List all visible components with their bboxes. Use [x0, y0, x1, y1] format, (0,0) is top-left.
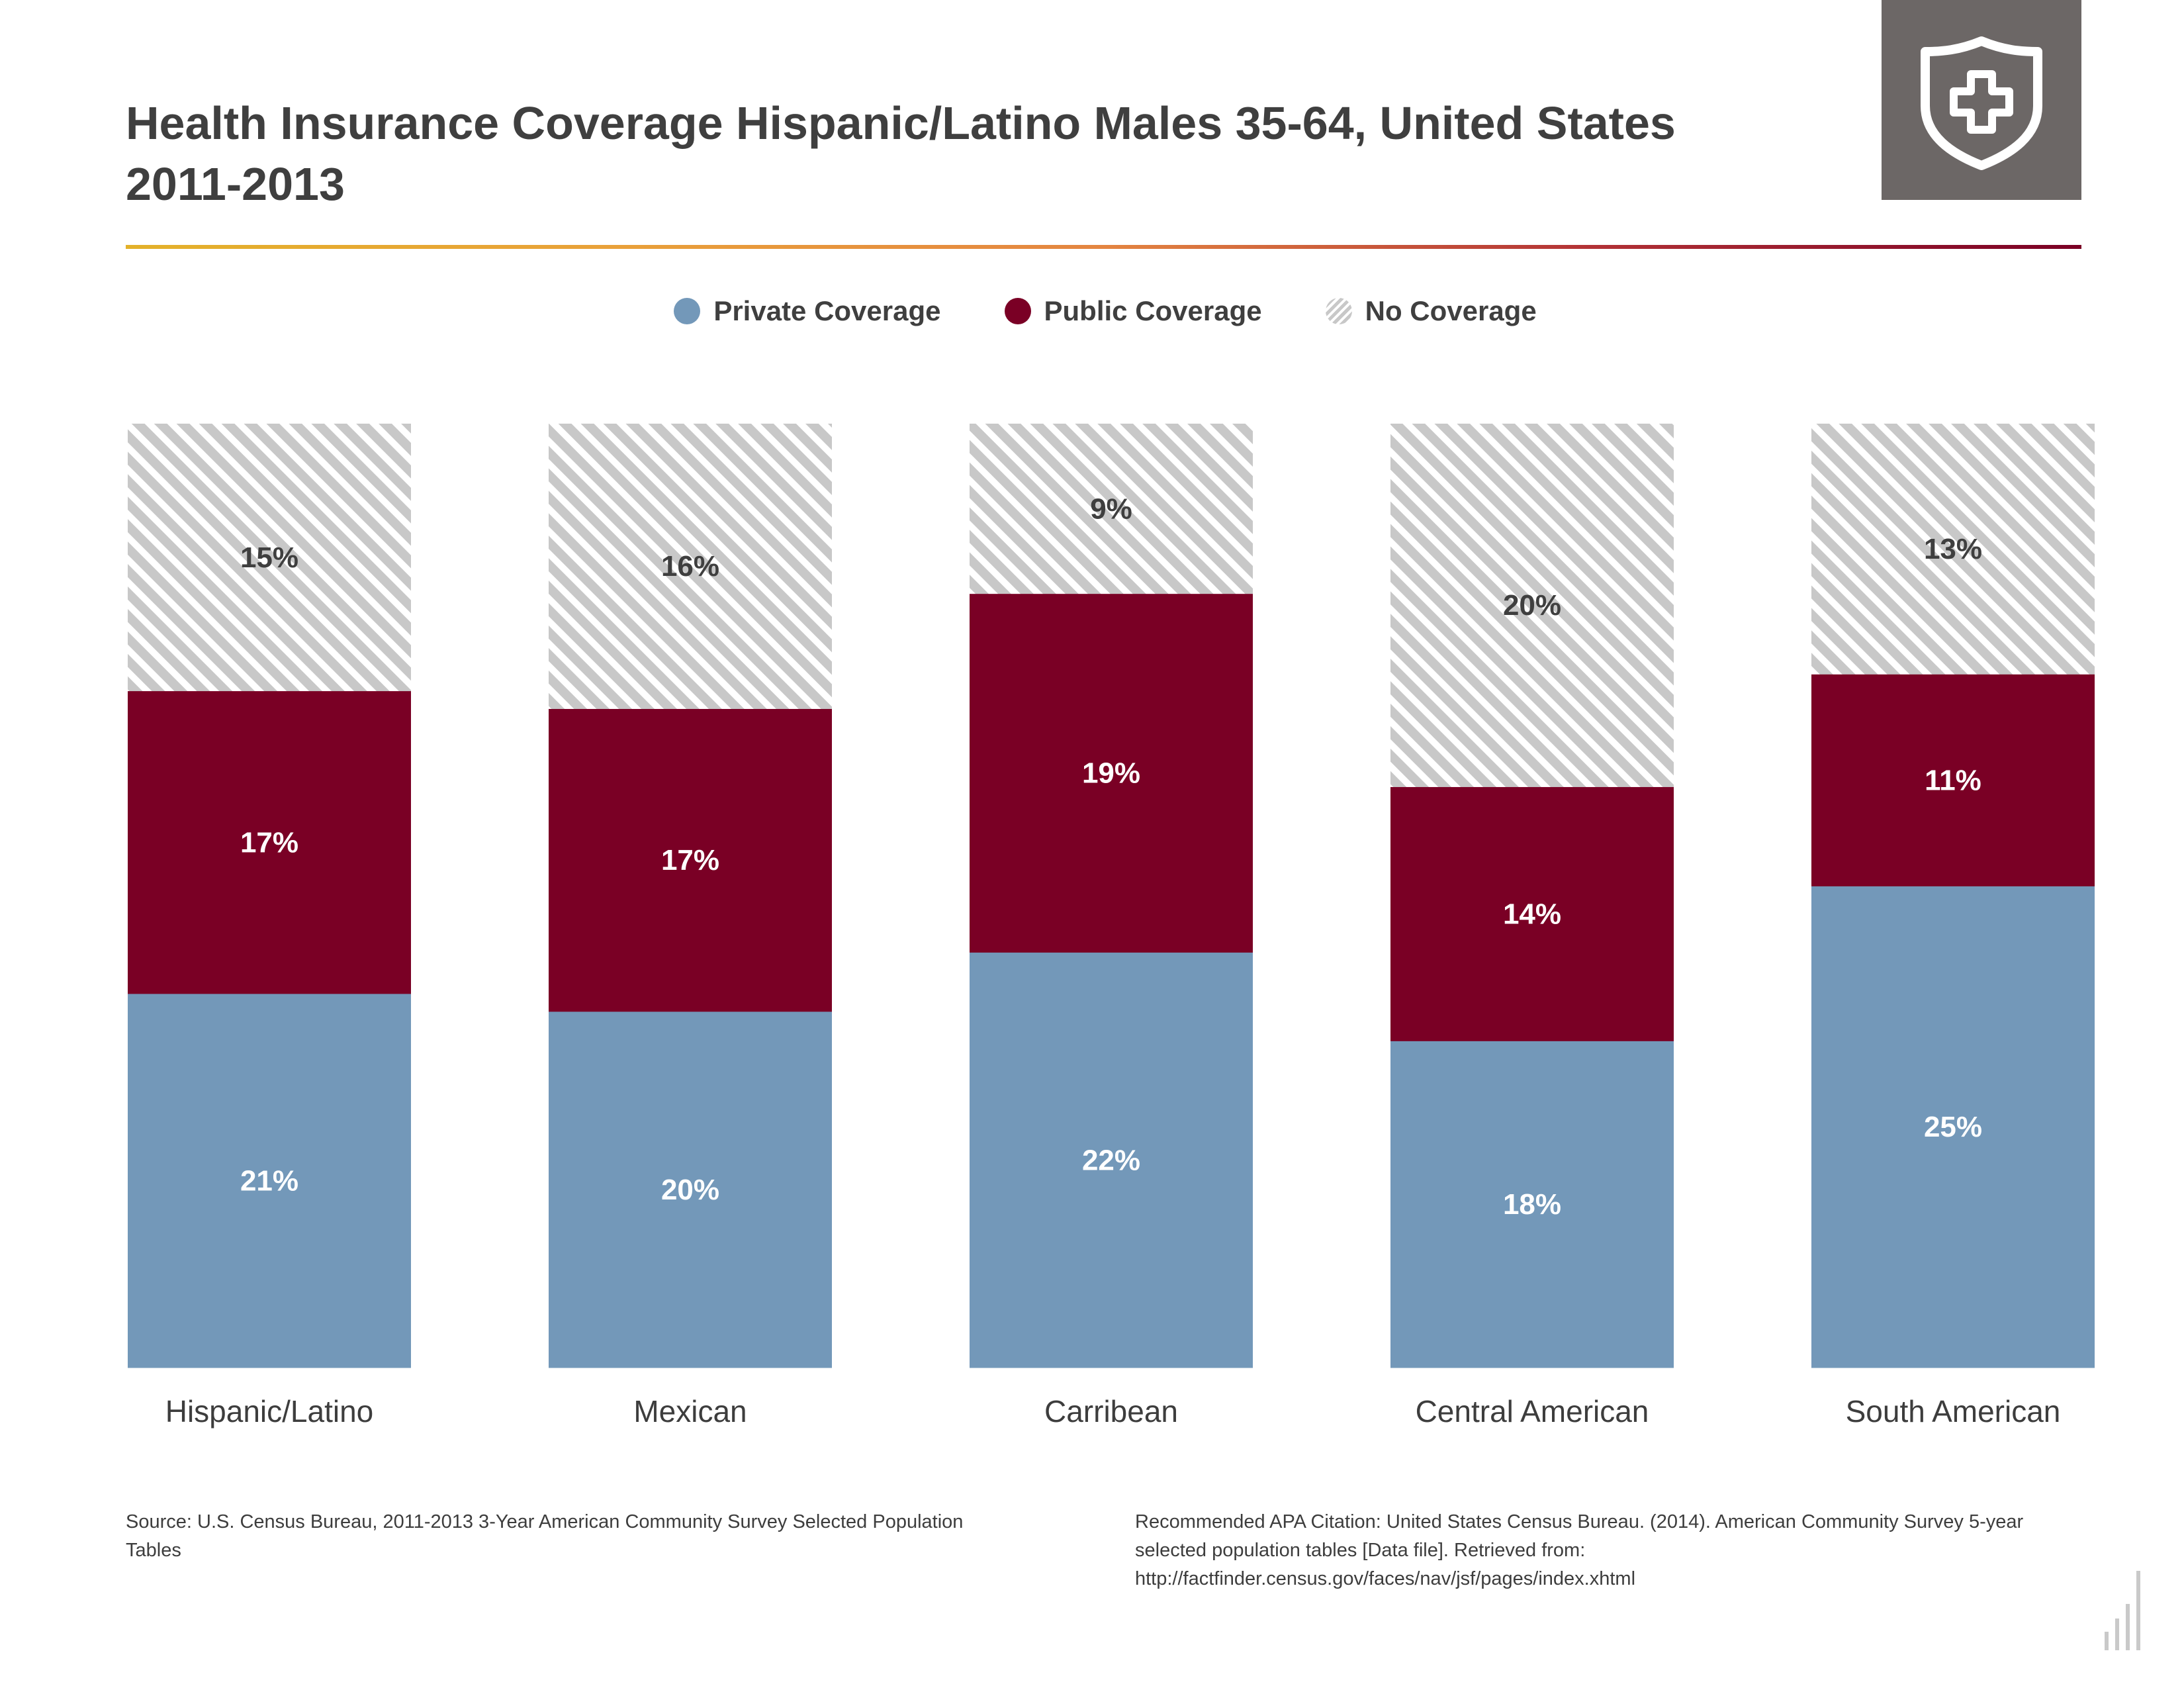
data-label-none: 16% — [661, 550, 719, 583]
data-label-public: 14% — [1503, 898, 1561, 930]
bar-segment-none — [128, 424, 411, 692]
stacked-bar-chart: 21% 17% 15% Hispanic/Latino 20% 17% 16% Mexican… — [128, 424, 2095, 1429]
data-label-none: 9% — [1090, 492, 1132, 525]
bar-segment-private — [970, 952, 1253, 1368]
data-label-public: 17% — [661, 844, 719, 876]
data-label-none: 13% — [1924, 533, 1982, 565]
category-label: Central American — [1416, 1394, 1649, 1429]
bar-segment-none — [549, 424, 832, 709]
legend-item-none: No Coverage — [1325, 295, 1537, 327]
category-label: South American — [1846, 1394, 2061, 1429]
data-label-private: 20% — [661, 1174, 719, 1206]
category-label: Hispanic/Latino — [165, 1394, 374, 1429]
data-label-private: 25% — [1924, 1111, 1982, 1143]
bar-segment-private — [128, 993, 411, 1368]
legend-label-private: Private Coverage — [713, 295, 941, 326]
citation-note: Recommended APA Citation: United States … — [1135, 1511, 2024, 1589]
legend-label-none: No Coverage — [1365, 295, 1537, 326]
data-label-none: 15% — [240, 541, 298, 574]
source-note: Source: U.S. Census Bureau, 2011-2013 3-… — [126, 1511, 964, 1561]
category-label: Mexican — [633, 1394, 747, 1429]
legend-item-public: Public Coverage — [1004, 295, 1262, 327]
bar-segment-public — [1811, 674, 2095, 886]
data-label-private: 22% — [1082, 1144, 1140, 1176]
bar-segment-public — [549, 708, 832, 1012]
data-label-private: 18% — [1503, 1188, 1561, 1221]
title-divider — [126, 245, 2081, 249]
legend-item-private: Private Coverage — [674, 295, 941, 327]
bar-segment-public — [128, 690, 411, 994]
bar-segment-private — [1811, 886, 2095, 1368]
logo-bars-icon — [2105, 1571, 2140, 1650]
bar-segment-none — [970, 424, 1253, 594]
data-label-none: 20% — [1503, 589, 1561, 622]
legend-swatch-public — [1004, 298, 1031, 324]
chart-legend: Private Coverage Public Coverage No Cove… — [0, 291, 2184, 331]
legend-swatch-private — [674, 298, 701, 324]
bar-segment-public — [1390, 786, 1674, 1041]
bar-segment-none — [1811, 424, 2095, 675]
chart-title: Health Insurance Coverage Hispanic/Latin… — [126, 93, 1714, 214]
data-label-public: 19% — [1082, 757, 1140, 790]
bar-segment-private — [1390, 1041, 1674, 1368]
category-label: Carribean — [1044, 1394, 1178, 1429]
shield-cross-icon — [1882, 0, 2081, 200]
data-label-public: 17% — [240, 826, 298, 859]
legend-label-public: Public Coverage — [1044, 295, 1262, 326]
data-label-public: 11% — [1925, 764, 1981, 796]
bar-segment-none — [1390, 424, 1674, 787]
chart-title-line-1: Health Insurance Coverage Hispanic/Latin… — [126, 97, 1676, 149]
chart-title-line-2: 2011-2013 — [126, 158, 345, 210]
bar-segment-private — [549, 1011, 832, 1368]
bar-segment-public — [970, 593, 1253, 953]
legend-swatch-none — [1325, 298, 1352, 324]
data-label-private: 21% — [240, 1164, 298, 1197]
